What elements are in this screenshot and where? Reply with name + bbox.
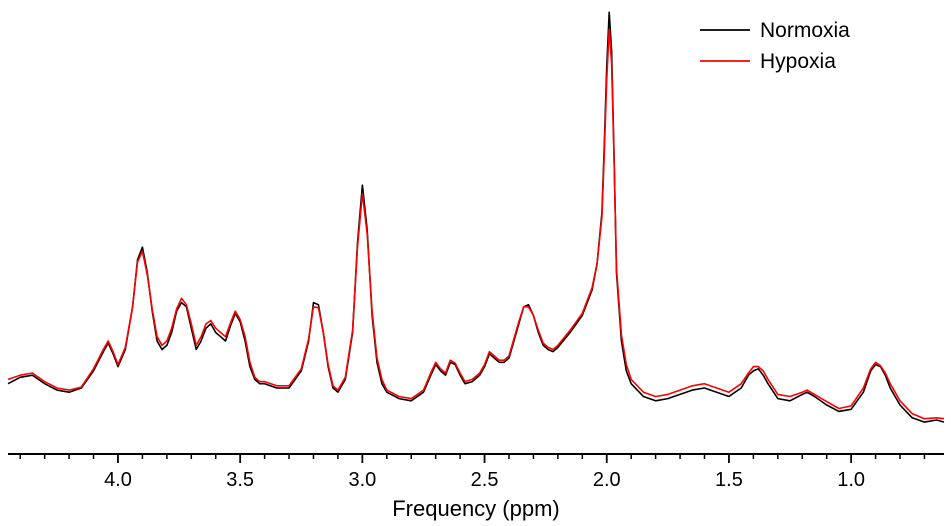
series-line-normoxia [7, 11, 945, 423]
legend-label-normoxia: Normoxia [760, 19, 850, 42]
x-axis-title: Frequency (ppm) [392, 496, 560, 521]
x-tick-label: 2.5 [471, 469, 499, 491]
x-ticks: 4.0 3.5 3.0 2.5 2.0 1.5 1.0 [19, 454, 926, 491]
x-axis: 4.0 3.5 3.0 2.5 2.0 1.5 1.0 [8, 453, 944, 491]
x-tick-label: 3.5 [226, 469, 254, 491]
legend: Normoxia Hypoxia [700, 19, 850, 73]
x-tick-label: 1.5 [715, 469, 743, 491]
x-tick-label: 1.0 [837, 469, 865, 491]
spectrum-lines [7, 11, 945, 423]
x-tick-label: 3.0 [348, 469, 376, 491]
series-line-hypoxia [7, 28, 945, 420]
x-tick-label: 2.0 [593, 469, 621, 491]
x-tick-label: 4.0 [104, 469, 132, 491]
legend-label-hypoxia: Hypoxia [760, 50, 836, 73]
